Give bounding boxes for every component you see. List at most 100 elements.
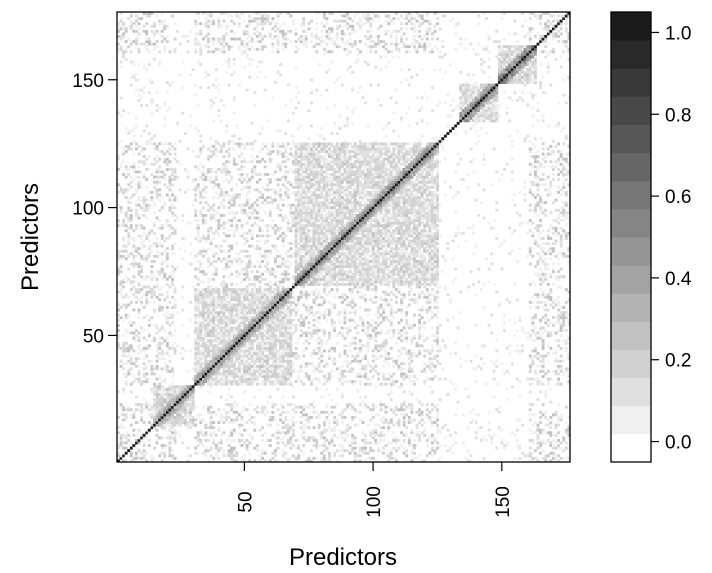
heatmap-cell: [274, 188, 277, 192]
heatmap-cell: [230, 438, 234, 442]
heatmap-cell: [274, 436, 277, 440]
heatmap-cell: [191, 367, 195, 371]
heatmap-cell: [153, 203, 156, 207]
heatmap-cell: [268, 303, 272, 307]
heatmap-cell: [245, 198, 249, 202]
heatmap-cell: [132, 257, 136, 261]
heatmap-cell: [129, 60, 133, 64]
heatmap-cell: [312, 221, 316, 225]
heatmap-cell: [250, 206, 254, 210]
heatmap-cell: [127, 183, 131, 187]
heatmap-cell: [294, 144, 298, 148]
heatmap-cell: [317, 237, 321, 240]
heatmap-cell: [135, 88, 138, 92]
heatmap-cell: [207, 362, 210, 366]
heatmap-cell: [315, 387, 319, 391]
heatmap-cell: [237, 423, 241, 427]
heatmap-cell: [142, 173, 146, 176]
heatmap-cell: [145, 167, 149, 171]
heatmap-cell: [132, 170, 136, 174]
heatmap-cell: [279, 303, 283, 307]
heatmap-cell: [201, 405, 205, 409]
heatmap-cell: [253, 295, 257, 299]
heatmap-cell: [163, 446, 167, 450]
heatmap-cell: [263, 334, 267, 338]
heatmap-cell: [217, 313, 221, 317]
heatmap-cell: [237, 290, 241, 294]
heatmap-cell: [230, 37, 234, 41]
heatmap-cell: [284, 331, 288, 335]
heatmap-cell: [199, 293, 203, 297]
heatmap-cell: [230, 372, 234, 376]
heatmap-cell: [284, 160, 288, 164]
heatmap-cell: [297, 277, 301, 281]
heatmap-cell: [240, 313, 244, 317]
heatmap-cell: [268, 341, 272, 345]
heatmap-cell: [209, 339, 213, 343]
heatmap-cell: [227, 308, 231, 312]
heatmap-cell: [194, 329, 198, 332]
heatmap-cell: [289, 364, 293, 368]
heatmap-cell: [240, 380, 244, 384]
heatmap-cell: [214, 323, 218, 327]
heatmap-cell: [194, 208, 198, 212]
heatmap-cell: [284, 252, 288, 256]
heatmap-cell: [307, 254, 311, 258]
heatmap-cell: [227, 454, 231, 458]
heatmap-cell: [250, 339, 254, 343]
heatmap-cell: [135, 403, 138, 407]
heatmap-cell: [165, 405, 169, 409]
heatmap-cell: [258, 306, 262, 309]
heatmap-cell: [307, 190, 311, 194]
heatmap-cell: [302, 321, 306, 325]
heatmap-cell: [209, 12, 213, 15]
heatmap-cell: [145, 208, 149, 212]
heatmap-cell: [235, 329, 239, 332]
heatmap-cell: [248, 254, 252, 258]
heatmap-cell: [168, 183, 172, 187]
heatmap-cell: [214, 357, 218, 361]
heatmap-cell: [271, 349, 275, 353]
heatmap-cell: [299, 247, 303, 251]
heatmap-cell: [237, 303, 241, 307]
heatmap-cell: [248, 277, 252, 281]
heatmap-cell: [158, 167, 162, 171]
heatmap-cell: [225, 290, 228, 294]
heatmap-cell: [209, 316, 213, 320]
heatmap-cell: [227, 155, 231, 159]
heatmap-cell: [253, 326, 257, 330]
heatmap-cell: [263, 354, 267, 358]
heatmap-cell: [155, 400, 159, 404]
heatmap-cell: [230, 260, 234, 263]
heatmap-cell: [191, 387, 195, 391]
heatmap-cell: [261, 426, 265, 430]
heatmap-cell: [271, 298, 275, 302]
heatmap-cell: [225, 339, 228, 343]
heatmap-cell: [209, 415, 213, 419]
heatmap-cell: [266, 152, 270, 156]
heatmap-cell: [261, 357, 265, 361]
heatmap-cell: [312, 193, 316, 197]
heatmap-cell: [276, 37, 280, 41]
heatmap-cell: [194, 188, 198, 192]
heatmap-cell: [122, 224, 126, 228]
heatmap-cell: [227, 341, 231, 345]
heatmap-cell: [214, 377, 218, 381]
heatmap-cell: [122, 160, 126, 164]
heatmap-cell: [209, 19, 213, 23]
heatmap-cell: [194, 50, 198, 54]
heatmap-cell: [307, 219, 311, 222]
heatmap-cell: [225, 354, 228, 358]
heatmap-cell: [219, 339, 223, 343]
heatmap-cell: [212, 354, 216, 358]
heatmap-cell: [315, 311, 319, 315]
heatmap-cell: [145, 216, 149, 220]
heatmap-cell: [173, 198, 177, 202]
heatmap-cell: [217, 336, 221, 340]
heatmap-cell: [312, 201, 316, 205]
heatmap-cell: [245, 173, 249, 176]
heatmap-cell: [196, 293, 200, 297]
heatmap-cell: [276, 352, 280, 355]
heatmap-cell: [292, 275, 295, 279]
heatmap-cell: [173, 346, 177, 350]
